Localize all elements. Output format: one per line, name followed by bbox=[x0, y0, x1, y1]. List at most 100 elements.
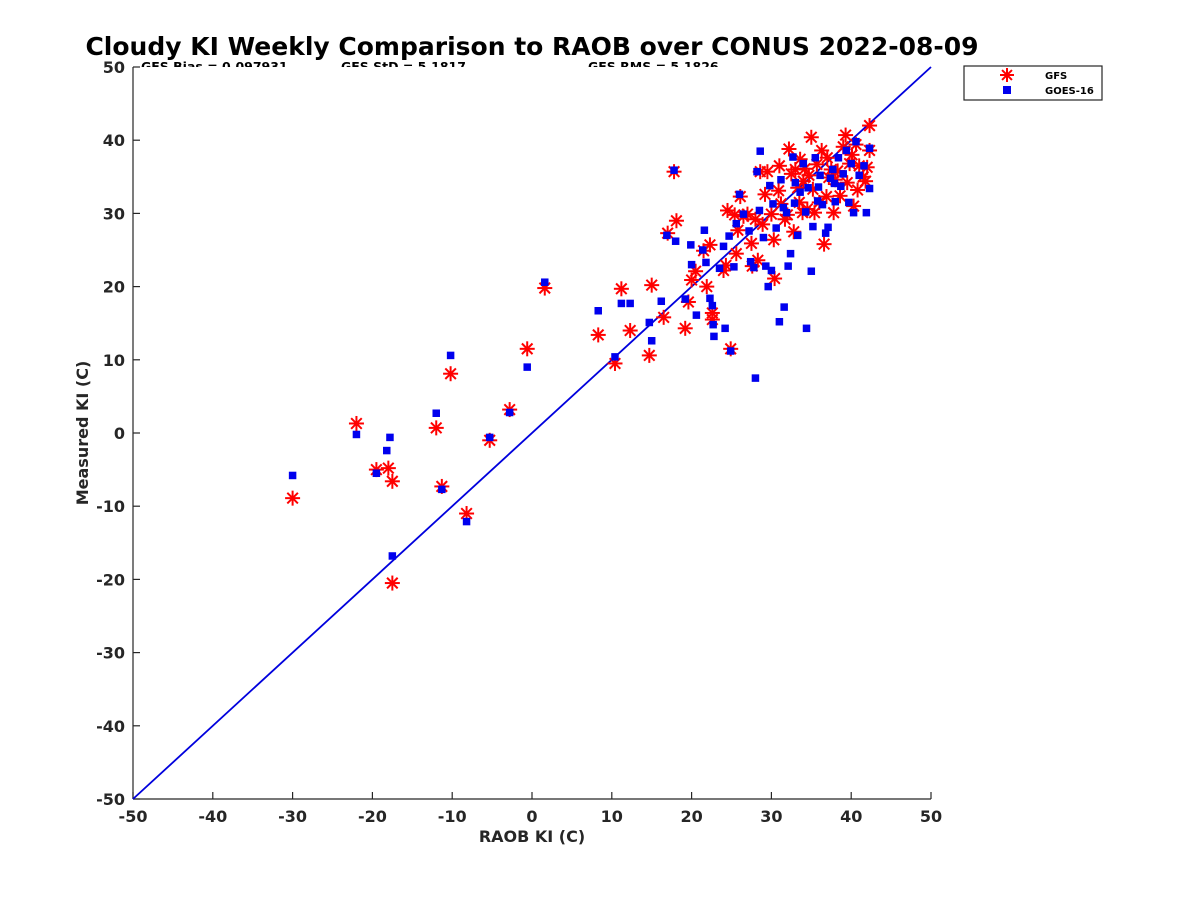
goes16-point bbox=[383, 446, 391, 455]
goes16-point bbox=[865, 144, 874, 153]
goes16-point bbox=[837, 182, 845, 191]
y-tick-label: 10 bbox=[103, 351, 125, 370]
gfs-point bbox=[644, 277, 660, 293]
goes16-point bbox=[505, 408, 514, 417]
x-tick-label: -20 bbox=[358, 807, 387, 826]
goes16-point bbox=[706, 294, 714, 303]
goes16-point bbox=[626, 299, 634, 308]
x-tick-label: 10 bbox=[601, 807, 623, 826]
x-tick-label: 30 bbox=[760, 807, 782, 826]
goes16-point bbox=[681, 295, 689, 303]
goes16-point bbox=[739, 210, 748, 218]
goes16-point bbox=[807, 267, 816, 275]
gfs-point bbox=[819, 150, 835, 166]
x-tick-label: -30 bbox=[278, 807, 307, 826]
goes16-point bbox=[834, 154, 843, 162]
y-tick-label: -20 bbox=[96, 570, 125, 589]
goes16-point bbox=[386, 433, 394, 442]
gfs-point bbox=[622, 323, 638, 339]
goes16-point bbox=[849, 208, 858, 217]
goes16-point bbox=[485, 433, 494, 442]
goes16-point bbox=[710, 332, 718, 341]
goes16-point bbox=[732, 219, 741, 228]
goes16-point bbox=[801, 208, 810, 216]
x-tick-label: -50 bbox=[119, 807, 148, 826]
goes16-point bbox=[842, 146, 851, 155]
gfs-point bbox=[862, 118, 878, 134]
goes16-point bbox=[756, 147, 764, 155]
goes16-point bbox=[730, 263, 738, 271]
goes16-point bbox=[594, 307, 602, 315]
gfs-point bbox=[771, 183, 787, 199]
goes16-point bbox=[745, 227, 753, 235]
goes16-point bbox=[793, 231, 802, 240]
y-tick-label: 50 bbox=[103, 58, 125, 77]
goes16-point bbox=[438, 485, 446, 494]
x-axis-label: RAOB KI (C) bbox=[479, 827, 585, 846]
gfs-point bbox=[757, 186, 773, 202]
y-tick-label: -50 bbox=[96, 790, 125, 809]
x-tick-label: 20 bbox=[680, 807, 702, 826]
goes16-point bbox=[541, 278, 549, 286]
goes16-point bbox=[847, 159, 855, 168]
gfs-point bbox=[759, 164, 775, 180]
goes16-point bbox=[813, 197, 822, 205]
goes16-point bbox=[845, 198, 853, 207]
y-tick-label: 20 bbox=[103, 278, 125, 297]
legend-goes16-label: GOES-16 bbox=[1045, 86, 1094, 97]
gfs-point bbox=[803, 129, 819, 145]
goes16-point bbox=[753, 167, 761, 176]
goes16-point bbox=[804, 184, 812, 192]
goes16-point bbox=[831, 197, 839, 206]
goes16-point bbox=[796, 188, 804, 196]
gfs-point bbox=[428, 420, 444, 436]
gfs-point bbox=[826, 205, 842, 221]
goes16-point bbox=[715, 264, 724, 273]
goes16-point bbox=[809, 222, 817, 231]
x-tick-label: 50 bbox=[920, 807, 942, 826]
goes16-point bbox=[865, 184, 874, 193]
goes16-point bbox=[523, 363, 531, 371]
gfs-point bbox=[755, 216, 771, 232]
goes16-point bbox=[769, 200, 777, 208]
goes16-point bbox=[288, 471, 297, 480]
goes16-point bbox=[719, 242, 728, 251]
goes16-point bbox=[786, 249, 795, 258]
x-tick-label: 40 bbox=[840, 807, 862, 826]
goes16-point bbox=[670, 166, 678, 174]
goes16-point bbox=[750, 263, 758, 272]
goes16-point bbox=[692, 311, 701, 319]
goes16-point bbox=[839, 170, 847, 178]
goes16-point bbox=[671, 237, 680, 245]
goes16-point bbox=[388, 552, 397, 560]
y-tick-label: -10 bbox=[96, 497, 125, 516]
goes16-point bbox=[775, 317, 784, 326]
gfs-point bbox=[443, 366, 459, 382]
goes16-point bbox=[780, 303, 788, 311]
legend-gfs-label: GFS bbox=[1045, 71, 1067, 82]
gfs-point bbox=[348, 415, 364, 431]
goes16-point bbox=[852, 137, 860, 146]
y-axis-label: Measured KI (C) bbox=[73, 361, 92, 506]
legend-gfs-asterisk-icon bbox=[1000, 68, 1014, 82]
goes16-point bbox=[446, 351, 455, 360]
gfs-point bbox=[816, 236, 832, 252]
x-tick-label: -40 bbox=[198, 807, 227, 826]
goes16-point bbox=[663, 231, 671, 240]
gfs-point bbox=[668, 213, 684, 229]
gfs-point bbox=[818, 189, 834, 205]
goes16-point bbox=[721, 324, 729, 333]
goes16-point bbox=[755, 206, 764, 215]
goes16-point bbox=[791, 178, 800, 187]
goes16-point bbox=[772, 224, 780, 232]
goes16-point bbox=[702, 258, 710, 267]
x-tick-label: -10 bbox=[438, 807, 467, 826]
gfs-point bbox=[763, 206, 779, 222]
goes16-point bbox=[759, 233, 768, 242]
goes16-point bbox=[790, 199, 799, 207]
goes16-point bbox=[830, 179, 839, 188]
goes16-point bbox=[709, 320, 717, 329]
x-tick-label: 0 bbox=[526, 807, 537, 826]
legend-goes16-marker bbox=[1003, 86, 1011, 94]
gfs-point bbox=[850, 182, 866, 198]
